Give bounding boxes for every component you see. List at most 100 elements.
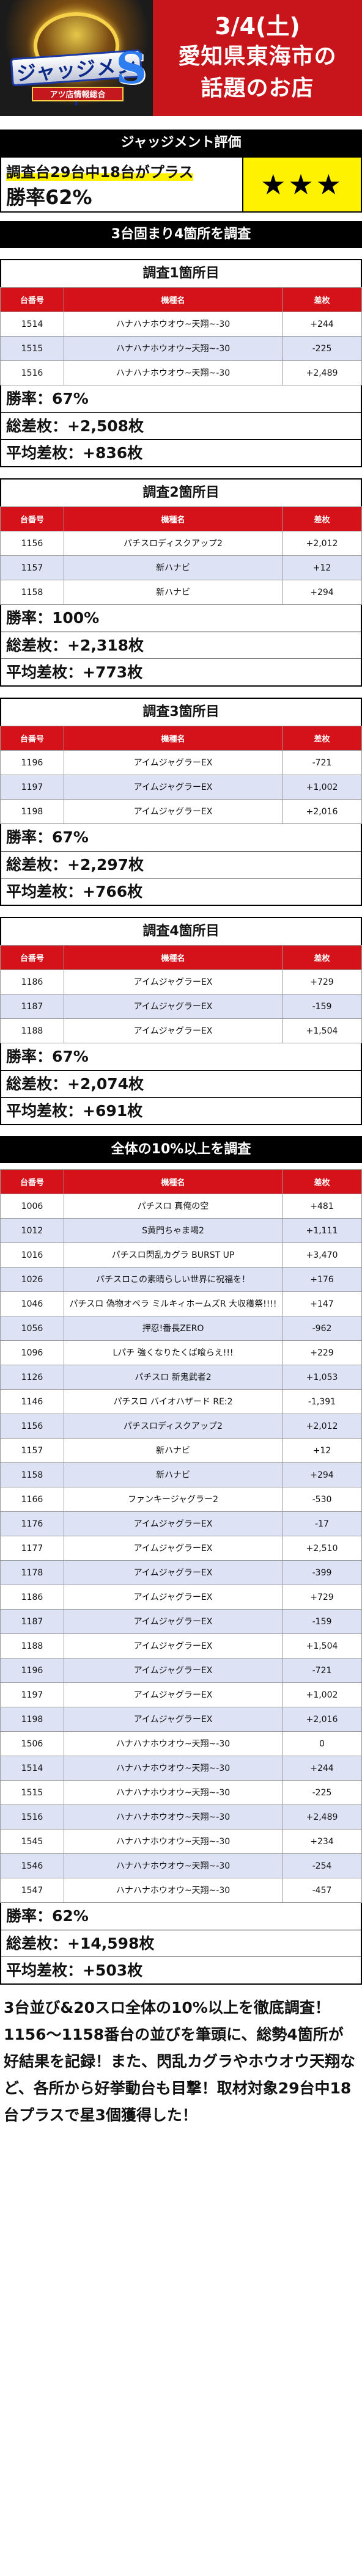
machine-number-cell: 1515 — [0, 1780, 64, 1805]
diff-cell: -721 — [282, 750, 362, 775]
machine-name-cell: パチスロこの素晴らしい世界に祝福を！ — [64, 1267, 283, 1292]
machine-name-cell: パチスロディスクアップ2 — [64, 1414, 283, 1439]
machine-number-cell: 1514 — [0, 312, 64, 337]
diff-cell: -225 — [282, 1780, 362, 1805]
machine-name-cell: ハナハナホウオウ~天翔~-30 — [64, 360, 283, 385]
machine-name-cell: ハナハナホウオウ~天翔~-30 — [64, 1780, 283, 1805]
machine-name-cell: アイムジャグラーEX — [64, 1682, 283, 1707]
machine-number-cell: 1158 — [0, 1462, 64, 1487]
machine-number-cell: 1186 — [0, 1585, 64, 1610]
table-row: 1166 ファンキージャグラー2 -530 — [0, 1487, 362, 1512]
brand-logo: ジャッジメント アツ店情報総合 S — [0, 0, 153, 116]
machine-number-cell: 1514 — [0, 1756, 64, 1781]
logo-subtitle: アツ店情報総合 — [32, 87, 124, 101]
machine-name-cell: パチスロ 新鬼武者2 — [64, 1365, 283, 1390]
machine-number-cell: 1006 — [0, 1194, 64, 1219]
diff-cell: -962 — [282, 1316, 362, 1341]
machine-name-cell: アイムジャグラーEX — [64, 799, 283, 824]
table-row: 1046 パチスロ 偽物オペラ ミルキィホームズR 大収穫祭!!!! +147 — [0, 1291, 362, 1316]
survey-table: 台番号 機種名 差枚 1186 アイムジャグラーEX +729 1187 アイムジャグラーEX… — [0, 945, 362, 1043]
machine-number-cell: 1046 — [0, 1291, 64, 1316]
column-header-no: 台番号 — [0, 726, 64, 751]
survey-total: 総差枚：+2,508枚 — [1, 412, 361, 439]
diff-cell: +1,504 — [282, 1018, 362, 1043]
diff-cell: -225 — [282, 336, 362, 361]
summary-paragraph: 3台並び&20スロ全体の10%以上を徹底調査！1156～1158番台の並びを筆頭… — [4, 1999, 356, 2124]
table-row: 1547 ハナハナホウオウ~天翔~-30 -457 — [0, 1878, 362, 1903]
table-row: 1096 Lパチ 強くなりたくば喰らえ!!! +229 — [0, 1340, 362, 1365]
machine-number-cell: 1016 — [0, 1242, 64, 1268]
machine-number-cell: 1188 — [0, 1633, 64, 1658]
diff-cell: 0 — [282, 1731, 362, 1756]
survey-win-rate: 勝率：67% — [6, 1048, 89, 1065]
header-date: 3/4(土) — [215, 13, 300, 40]
table-row: 1186 アイムジャグラーEX +729 — [0, 1585, 362, 1610]
overall-total: 総差枚：+14,598枚 — [1, 1930, 361, 1957]
machine-number-cell: 1096 — [0, 1340, 64, 1365]
column-header-no: 台番号 — [0, 287, 64, 312]
machine-name-cell: パチスロ閃乱カグラ BURST UP — [64, 1242, 283, 1268]
diff-cell: +244 — [282, 1756, 362, 1781]
machine-number-cell: 1126 — [0, 1365, 64, 1390]
machine-number-cell: 1506 — [0, 1731, 64, 1756]
machine-name-cell: ハナハナホウオウ~天翔~-30 — [64, 1756, 283, 1781]
table-row: 1156 パチスロディスクアップ2 +2,012 — [0, 1414, 362, 1439]
diff-cell: +12 — [282, 1438, 362, 1463]
machine-name-cell: アイムジャグラーEX — [64, 1560, 283, 1585]
machine-name-cell: アイムジャグラーEX — [64, 1658, 283, 1683]
header: ジャッジメント アツ店情報総合 S 3/4(土) 愛知県東海市の 話題のお店 — [0, 0, 362, 116]
diff-cell: +12 — [282, 555, 362, 580]
machine-name-cell: アイムジャグラーEX — [64, 969, 283, 994]
diff-cell: +1,111 — [282, 1218, 362, 1243]
table-row: 1516 ハナハナホウオウ~天翔~-30 +2,489 — [0, 360, 362, 385]
overall-win-rate: 勝率：62% — [6, 1907, 89, 1925]
machine-name-cell: アイムジャグラーEX — [64, 1511, 283, 1536]
machine-name-cell: アイムジャグラーEX — [64, 1633, 283, 1658]
diff-cell: +1,002 — [282, 1682, 362, 1707]
machine-name-cell: ハナハナホウオウ~天翔~-30 — [64, 336, 283, 361]
table-row: 1514 ハナハナホウオウ~天翔~-30 +244 — [0, 312, 362, 337]
evaluation-summary: 調査台29台中18台がプラス 勝率62% — [1, 158, 243, 211]
table-row: 1546 ハナハナホウオウ~天翔~-30 -254 — [0, 1853, 362, 1878]
machine-name-cell: アイムジャグラーEX — [64, 1536, 283, 1561]
table-row: 1187 アイムジャグラーEX -159 — [0, 994, 362, 1019]
machine-name-cell: アイムジャグラーEX — [64, 1707, 283, 1732]
machine-name-cell: 押忍!番長ZERO — [64, 1316, 283, 1341]
machine-name-cell: アイムジャグラーEX — [64, 1585, 283, 1610]
table-row: 1158 新ハナビ +294 — [0, 580, 362, 605]
column-header-machine: 機種名 — [64, 506, 283, 531]
machine-number-cell: 1186 — [0, 969, 64, 994]
diff-cell: +176 — [282, 1267, 362, 1292]
machine-number-cell: 1157 — [0, 1438, 64, 1463]
evaluation-line1: 調査台29台中18台がプラス — [6, 164, 194, 181]
machine-number-cell: 1187 — [0, 1609, 64, 1634]
table-row: 1157 新ハナビ +12 — [0, 555, 362, 580]
evaluation-win-rate: 勝率62% — [6, 186, 92, 209]
diff-cell: -159 — [282, 994, 362, 1019]
survey-title: 調査4箇所目 — [0, 917, 362, 945]
machine-name-cell: 新ハナビ — [64, 555, 283, 580]
machine-name-cell: パチスロ 真俺の空 — [64, 1194, 283, 1219]
survey-title: 調査1箇所目 — [0, 259, 362, 287]
diff-cell: +1,002 — [282, 775, 362, 800]
survey-win-rate: 勝率：67% — [6, 828, 89, 846]
table-row: 1006 パチスロ 真俺の空 +481 — [0, 1194, 362, 1219]
survey-average: 平均差枚：+836枚 — [1, 439, 361, 466]
header-tagline: 話題のお店 — [201, 76, 314, 101]
machine-name-cell: 新ハナビ — [64, 580, 283, 605]
survey-win-rate: 勝率：100% — [6, 609, 100, 627]
machine-number-cell: 1026 — [0, 1267, 64, 1292]
diff-cell: -399 — [282, 1560, 362, 1585]
logo-s-mark: S — [116, 43, 147, 93]
diff-cell: +2,489 — [282, 360, 362, 385]
table-row: 1516 ハナハナホウオウ~天翔~-30 +2,489 — [0, 1804, 362, 1830]
overall-survey: 台番号 機種名 差枚 1006 パチスロ 真俺の空 +481 1012 S黄門ちゃま喝2… — [0, 1169, 362, 1985]
machine-number-cell: 1546 — [0, 1853, 64, 1878]
column-header-machine: 機種名 — [64, 945, 283, 970]
column-header-diff: 差枚 — [282, 1169, 362, 1194]
table-row: 1026 パチスロこの素晴らしい世界に祝福を！ +176 — [0, 1267, 362, 1292]
machine-name-cell: アイムジャグラーEX — [64, 1609, 283, 1634]
machine-name-cell: パチスロ バイオハザード RE:2 — [64, 1389, 283, 1414]
column-header-no: 台番号 — [0, 1169, 64, 1194]
diff-cell: -17 — [282, 1511, 362, 1536]
